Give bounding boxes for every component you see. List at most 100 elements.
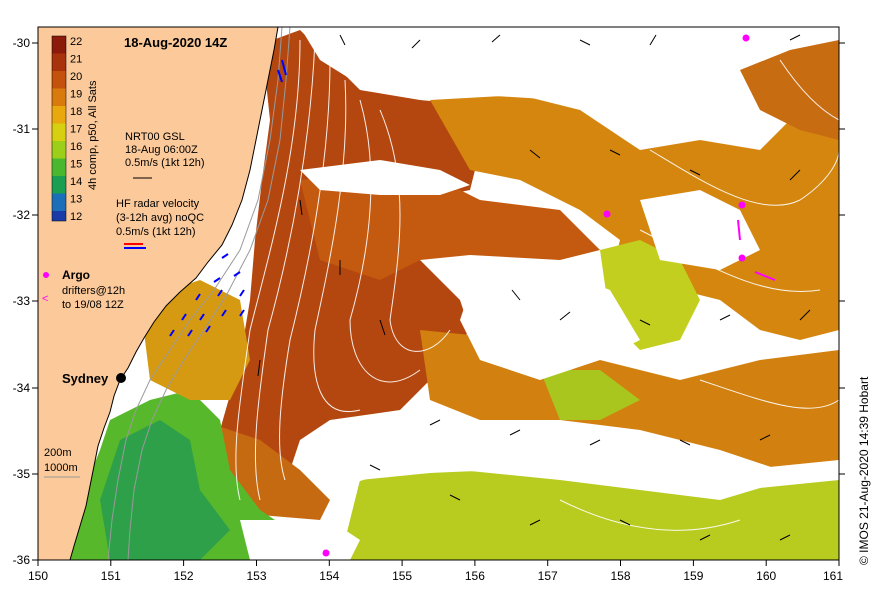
streamline (779, 59, 840, 121)
colorbar-tick: 21 (70, 54, 82, 66)
colorbar-frame (51, 35, 67, 222)
vector-arrow (779, 534, 791, 541)
streamline (379, 109, 451, 352)
x-tick-label: 159 (683, 569, 703, 583)
colorbar-tick: 18 (70, 106, 82, 118)
sst-mid-inshore (140, 280, 250, 400)
sea-level-contours (235, 39, 840, 531)
vector-arrow (339, 34, 346, 46)
gsl-vectors (257, 34, 811, 541)
streamline (254, 39, 316, 501)
colorbar-tick: 20 (70, 71, 82, 83)
x-tick-label: 161 (823, 569, 843, 583)
drifters-line2: to 19/08 12Z (62, 299, 124, 311)
credit-text: © IMOS 21-Aug-2020 14:39 Hobart (857, 376, 871, 565)
sst-cool-south (340, 470, 839, 560)
sst-cold-inner (100, 420, 230, 560)
x-tick-label: 158 (610, 569, 630, 583)
x-tick-labels: 150 151 152 153 154 155 156 157 158 159 … (28, 569, 843, 583)
colorbar-swatch (52, 88, 66, 106)
contour-200m (107, 26, 283, 561)
vector-arrow (619, 519, 631, 526)
y-axis (32, 42, 845, 561)
x-tick-label: 151 (101, 569, 121, 583)
hf-vector (281, 59, 287, 76)
streamline (235, 39, 301, 501)
y-tick-label: -33 (13, 294, 31, 308)
hf-vector (187, 329, 193, 337)
streamline (349, 99, 421, 383)
streamline (649, 149, 840, 206)
sst-orange-east (430, 95, 839, 340)
gsl-legend: NRT00 GSL 18-Aug 06:00Z 0.5m/s (1kt 12h) (125, 131, 204, 179)
colorbar-swatch (52, 123, 66, 141)
x-tick-label: 156 (465, 569, 485, 583)
vector-arrow (529, 519, 541, 526)
vector-arrow (789, 34, 801, 41)
colorbar-tick: 16 (70, 141, 82, 153)
vector-arrow (609, 149, 621, 156)
cloud-gap-south-band (300, 430, 839, 490)
colorbar-swatch (52, 106, 66, 124)
colorbar-swatch (52, 176, 66, 194)
cloud-gap-north (300, 27, 740, 120)
drifter-legend-symbol: < (42, 293, 48, 305)
y-tick-label: -31 (13, 122, 31, 136)
y-tick-label: -35 (13, 467, 31, 481)
vector-arrow (759, 434, 771, 441)
vector-arrow (799, 309, 811, 321)
colorbar-label: 4h comp, p50, All Sats (87, 80, 99, 190)
depth-200m-label: 200m (44, 447, 72, 459)
vector-arrow (579, 39, 591, 46)
y-tick-label: -32 (13, 208, 31, 222)
argo-floats (322, 34, 776, 557)
argo-legend-symbol (43, 272, 49, 278)
argo-float (603, 210, 611, 218)
sst-warm-band (300, 170, 600, 280)
hf-line1: HF radar velocity (116, 198, 200, 210)
depth-1000m-label: 1000m (44, 462, 78, 474)
hf-vector (221, 309, 227, 317)
colorbar-tick: 22 (70, 36, 82, 48)
vector-arrow (789, 169, 801, 181)
hf-vector (217, 289, 223, 297)
vector-arrow (689, 169, 701, 176)
drifters-line1: drifters@12h (62, 285, 125, 297)
hf-vector (199, 313, 205, 321)
x-tick-label: 153 (246, 569, 266, 583)
colorbar-swatch (52, 36, 66, 54)
vector-arrow (509, 429, 521, 436)
hf-vector (221, 253, 229, 259)
x-tick-label: 150 (28, 569, 48, 583)
hf-radar-vectors (169, 59, 287, 337)
hf-vector (277, 69, 283, 83)
map-title: 18-Aug-2020 14Z (124, 35, 227, 50)
gsl-line1: NRT00 GSL (125, 131, 185, 143)
x-axis (37, 560, 840, 566)
y-tick-label: -36 (13, 553, 31, 567)
hf-vector (239, 289, 245, 297)
hf-line2: (3-12h avg) noQC (116, 212, 204, 224)
argo-float (738, 254, 746, 262)
streamline (313, 79, 361, 412)
sydney-label: Sydney (62, 371, 109, 386)
streamline (699, 379, 840, 409)
colorbar-tick: 19 (70, 89, 82, 101)
colorbar-swatch (52, 211, 66, 221)
vector-arrow (411, 39, 421, 49)
sst-field (60, 27, 839, 560)
hf-vector (181, 313, 187, 321)
x-tick-label: 157 (538, 569, 558, 583)
vector-arrow (649, 34, 657, 46)
vector-arrow (699, 534, 711, 541)
plot-frame (37, 26, 840, 561)
colorbar-tick: 15 (70, 159, 82, 171)
hf-vector (205, 325, 211, 333)
depth-contours (107, 26, 291, 561)
vector-arrow (511, 289, 521, 301)
x-tick-label: 152 (174, 569, 194, 583)
sydney-marker (116, 373, 126, 383)
sst-cool-center (540, 370, 640, 420)
vector-arrow (379, 319, 386, 336)
cloud-gap-middle-east (640, 190, 760, 270)
